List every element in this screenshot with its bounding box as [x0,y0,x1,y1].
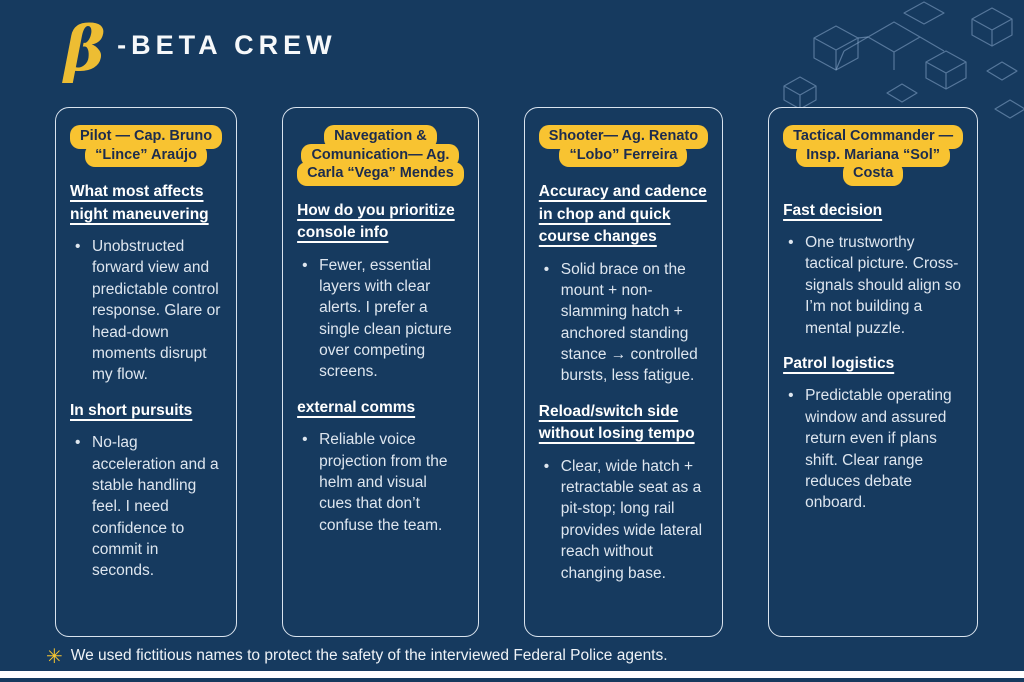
bullet-item: Unobstructed forward view and predictabl… [70,236,222,386]
role-badge-line: Costa [842,162,904,186]
section-heading: Reload/switch side without losing tempo [538,402,695,443]
header: β -BETA CREW [64,14,337,80]
role-badge-line: Shooter— Ag. Renato [538,125,709,149]
role-badge-line: “Lobo” Ferreira [559,143,688,168]
section-heading: What most affects night maneuvering [70,183,209,223]
section-heading: external comms [297,398,416,416]
card-tactical-commander: Tactical Commander — Insp. Mariana “Sol”… [768,107,979,637]
bullet-item: One trustworthy tactical picture. Cross-… [783,232,963,339]
bullet-item: No-lag acceleration and a stable handlin… [70,432,222,582]
bullet-item: Fewer, essential layers with clear alert… [297,255,464,383]
card-navigation-communication: Navegation & Comunication— Ag. Carla “Ve… [282,107,479,637]
role-badge: Navegation & Comunication— Ag. Carla “Ve… [297,125,464,186]
card-shooter: Shooter— Ag. Renato “Lobo” Ferreira Accu… [523,107,724,637]
role-badge-line: “Lince” Araújo [85,143,207,168]
section-heading: Fast decision [783,201,883,219]
role-badge-line: Navegation & [324,125,437,149]
section-heading: How do you prioritize console info [297,201,455,242]
role-badge-line: Tactical Commander — [783,125,964,149]
role-badge: Pilot — Cap. Bruno “Lince” Araújo [70,125,223,168]
section-heading: Accuracy and cadence in chop and quick c… [538,183,707,246]
bullet-item: Predictable operating window and assured… [783,385,963,513]
section-heading: Patrol logistics [783,354,895,372]
role-badge-line: Carla “Vega” Mendes [297,162,464,186]
role-badge-line: Insp. Mariana “Sol” [796,143,951,168]
role-badge-line: Pilot — Cap. Bruno [70,125,223,149]
crew-cards: Pilot — Cap. Bruno “Lince” Araújo What m… [55,107,979,637]
role-badge: Tactical Commander — Insp. Mariana “Sol”… [783,125,964,186]
bullet-item: Clear, wide hatch + retractable seat as … [539,456,708,584]
bullet-item: Solid brace on the mount + non-slamming … [539,259,708,387]
beta-logo: β [64,12,106,85]
page-title: -BETA CREW [117,29,337,60]
role-badge-line: Comunication— Ag. [301,143,460,168]
bottom-strip [0,671,1024,678]
footer-text: We used fictitious names to protect the … [70,647,668,664]
section-heading: In short pursuits [70,401,193,419]
card-pilot: Pilot — Cap. Bruno “Lince” Araújo What m… [55,107,238,637]
asterisk-icon: ✳ [46,644,63,668]
bullet-item: Reliable voice projection from the helm … [297,429,464,536]
role-badge: Shooter— Ag. Renato “Lobo” Ferreira [538,125,709,168]
footer-disclaimer: ✳ We used fictitious names to protect th… [46,646,668,666]
